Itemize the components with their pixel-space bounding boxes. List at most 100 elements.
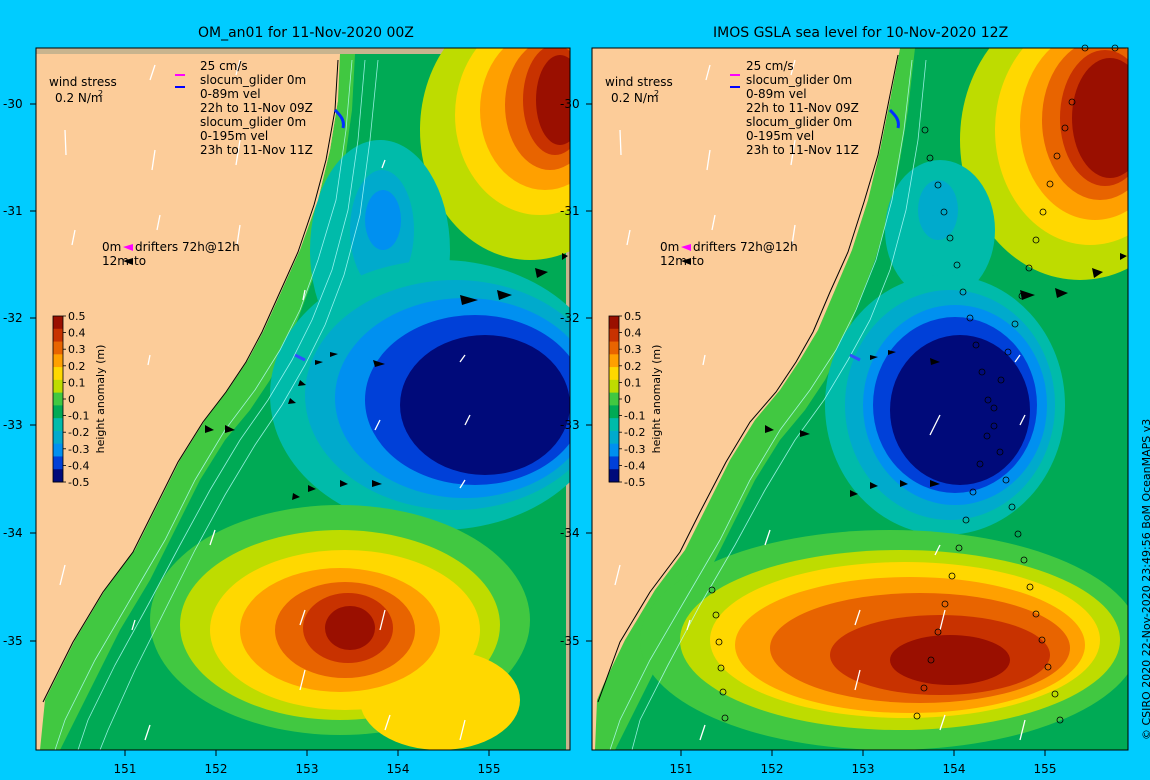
lat-tick-label-right: -34 xyxy=(560,526,580,540)
left-drifter-legend-to: to xyxy=(134,254,146,268)
colorbar-tick-label: -0.1 xyxy=(624,410,645,423)
colorbar-tick-label: -0.3 xyxy=(68,443,89,456)
colorbar-swatch xyxy=(609,316,619,330)
lon-tick-label-right: 151 xyxy=(670,762,693,776)
right-drifter-legend-12m: 12m xyxy=(660,254,687,268)
right-drifter-arrows xyxy=(765,253,1127,497)
colorbar-swatch xyxy=(609,379,619,394)
right-map-border xyxy=(591,47,1129,751)
lat-tick-label-right: -31 xyxy=(560,204,580,218)
colorbar-tick-label: -0.4 xyxy=(68,459,89,472)
colorbar-swatch xyxy=(53,405,63,419)
colorbar-swatch xyxy=(609,367,619,381)
left-drifter-arrows xyxy=(205,253,568,500)
left-coastline xyxy=(42,59,339,703)
right-glider-track xyxy=(888,108,900,129)
colorbar-tick-label: 0.2 xyxy=(624,360,642,373)
colorbar-tick-label: 0.5 xyxy=(624,310,642,323)
lon-tick-label-left: 155 xyxy=(478,762,501,776)
left-drifter-legend-0m: 0m xyxy=(102,240,121,254)
colorbar-tick-label: 0 xyxy=(624,393,631,406)
left-colorbar: 0.5 0.4 0.3 0.2 0.1 0 -0.1 -0.2 -0.3 -0.4 -0.5 heig… xyxy=(52,310,107,489)
colorbar-label: height anomaly (m) xyxy=(94,345,107,454)
left-wind-legend-title: wind stress xyxy=(49,75,117,89)
colorbar-swatch xyxy=(609,469,619,483)
left-velocity-legend-line-5: slocum_glider 0m xyxy=(200,115,306,129)
colorbar-tick-label: -0.4 xyxy=(624,459,645,472)
lat-tick-label-left: -32 xyxy=(3,311,23,325)
lon-tick-label-right: 153 xyxy=(852,762,875,776)
left-drifter-legend-label: drifters 72h@12h xyxy=(135,240,240,254)
colorbar-swatch xyxy=(609,456,619,470)
right-wind-legend-exponent: 2 xyxy=(654,89,659,98)
left-velocity-legend-line-2: slocum_glider 0m xyxy=(200,73,306,87)
right-wind-legend-title: wind stress xyxy=(605,75,673,89)
colorbar-swatch xyxy=(609,392,619,406)
right-velocity-legend-line-5: slocum_glider 0m xyxy=(746,115,852,129)
right-drifter-legend-label: drifters 72h@12h xyxy=(693,240,798,254)
colorbar-swatch xyxy=(53,469,63,483)
left-bathymetry-contours xyxy=(54,59,379,751)
colorbar-tick-label: 0.1 xyxy=(68,376,86,389)
right-wind-arrows xyxy=(614,59,1026,741)
left-velocity-legend: 25 cm/s slocum_glider 0m 0-89m vel 22h t… xyxy=(175,59,313,157)
right-altimeter-track-points xyxy=(708,44,1119,724)
right-velocity-legend-line-7: 23h to 11-Nov 11Z xyxy=(746,143,859,157)
lon-tick-label-left: 152 xyxy=(205,762,228,776)
right-sea-level-field xyxy=(592,48,1128,750)
left-velocity-legend-line-7: 23h to 11-Nov 11Z xyxy=(200,143,313,157)
colorbar-swatch xyxy=(53,418,63,432)
right-velocity-legend-line-3: 0-89m vel xyxy=(746,87,807,101)
lat-tick-label-right: -32 xyxy=(560,311,580,325)
left-velocity-legend-line-4: 22h to 11-Nov 09Z xyxy=(200,101,313,115)
lat-tick-label-left: -34 xyxy=(3,526,23,540)
colorbar-tick-label: -0.1 xyxy=(68,410,89,423)
colorbar-swatch xyxy=(53,392,63,406)
left-wind-legend-scale: 0.2 N/m xyxy=(55,91,103,105)
right-wind-legend: wind stress 0.2 N/m 2 xyxy=(605,75,673,105)
right-wind-legend-scale: 0.2 N/m xyxy=(611,91,659,105)
colorbar-swatch xyxy=(53,341,63,355)
right-colorbar: 0.5 0.4 0.3 0.2 0.1 0 -0.1 -0.2 -0.3 -0.4 -0.5 heig… xyxy=(608,310,663,489)
colorbar-swatch xyxy=(53,443,63,457)
colorbar-swatch xyxy=(609,418,619,432)
lat-tick-label-left: -30 xyxy=(3,97,23,111)
left-map-panel: 25 cm/s slocum_glider 0m 0-89m vel 22h t… xyxy=(35,47,571,751)
colorbar-tick-label: -0.5 xyxy=(624,476,645,489)
colorbar-swatch xyxy=(53,316,63,330)
right-coastline xyxy=(597,54,899,703)
lon-tick-label-right: 154 xyxy=(943,762,966,776)
credit-text: © CSIRO 2020 22-Nov-2020 23:49:56 BoM Oc… xyxy=(1140,418,1150,740)
colorbar-swatch xyxy=(53,456,63,470)
left-wind-arrows xyxy=(59,59,471,741)
left-australia-coast xyxy=(36,54,338,750)
lon-tick-label-left: 151 xyxy=(114,762,137,776)
colorbar-tick-label: 0.5 xyxy=(68,310,86,323)
colorbar-swatch xyxy=(609,328,619,343)
colorbar-tick-label: -0.2 xyxy=(624,426,645,439)
right-panel-title: IMOS GSLA sea level for 10-Nov-2020 12Z xyxy=(713,25,1009,41)
colorbar-tick-label: -0.2 xyxy=(68,426,89,439)
lat-tick-label-right: -33 xyxy=(560,418,580,432)
left-drifter-legend-12m: 12m xyxy=(102,254,129,268)
lat-tick-label-left: -35 xyxy=(3,634,23,648)
colorbar-swatch xyxy=(53,430,63,445)
lat-tick-label-left: -31 xyxy=(3,204,23,218)
colorbar-swatch xyxy=(53,328,63,343)
right-glider-track-2 xyxy=(849,353,861,362)
left-velocity-legend-line-1: 25 cm/s xyxy=(200,59,248,73)
left-wind-legend: wind stress 0.2 N/m 2 xyxy=(49,75,117,105)
colorbar-tick-label: 0.4 xyxy=(624,327,642,340)
right-australia-coast xyxy=(592,48,900,750)
right-drifter-legend-to: to xyxy=(692,254,704,268)
colorbar-swatch xyxy=(609,443,619,457)
colorbar-swatch xyxy=(53,367,63,381)
left-glider-track-2 xyxy=(294,353,306,362)
axes-layer: -30 -30 -31 -31 -32 -32 -33 -33 -34 -34 -35 -35 151 1… xyxy=(3,97,1056,776)
colorbar-tick-label: 0.3 xyxy=(624,343,642,356)
lat-tick-label-left: -33 xyxy=(3,418,23,432)
colorbar-swatch xyxy=(609,405,619,419)
left-sea-level-field xyxy=(36,48,570,750)
right-velocity-legend-line-4: 22h to 11-Nov 09Z xyxy=(746,101,859,115)
